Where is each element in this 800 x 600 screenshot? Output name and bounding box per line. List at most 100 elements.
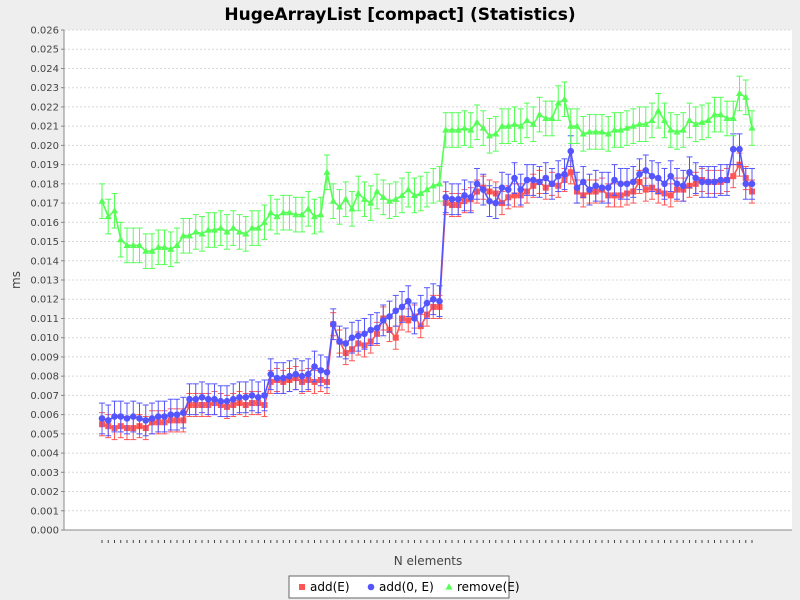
y-axis-label: ms xyxy=(9,271,23,289)
data-point xyxy=(273,374,281,382)
data-point xyxy=(567,169,574,176)
data-point xyxy=(748,124,756,131)
y-tick-label: 0.021 xyxy=(30,122,59,133)
data-point xyxy=(479,186,487,193)
data-point xyxy=(267,370,275,378)
data-point xyxy=(148,415,156,422)
data-point xyxy=(204,226,212,233)
data-point xyxy=(442,126,450,133)
data-point xyxy=(329,197,337,204)
data-point xyxy=(98,415,106,422)
data-point xyxy=(454,126,462,133)
data-point xyxy=(242,230,250,237)
data-point xyxy=(348,205,356,212)
y-tick-label: 0.022 xyxy=(30,102,59,113)
data-point xyxy=(730,173,737,180)
data-point xyxy=(636,120,643,127)
data-point xyxy=(405,317,412,324)
legend-marker xyxy=(367,583,375,591)
data-point xyxy=(579,130,587,137)
data-point xyxy=(136,415,143,422)
data-point xyxy=(486,197,493,205)
data-point xyxy=(461,192,468,199)
legend: add(E) add(0, E) remove(E) xyxy=(288,575,520,599)
y-axis: 0.000 0.001 0.002 0.003 0.004 0.005 0.006 0.007… xyxy=(30,26,64,537)
y-tick-label: 0.009 xyxy=(30,352,59,363)
y-tick-label: 0.011 xyxy=(30,314,59,325)
data-point xyxy=(179,409,187,416)
data-point xyxy=(254,224,262,231)
data-point xyxy=(248,392,256,399)
legend-item-remove-e: remove(E) xyxy=(445,580,520,594)
data-point xyxy=(104,212,112,220)
data-point xyxy=(661,116,668,123)
data-point xyxy=(173,241,181,248)
data-point xyxy=(204,395,212,403)
data-point xyxy=(298,210,306,218)
data-point xyxy=(186,231,193,239)
data-point xyxy=(167,411,175,418)
data-point xyxy=(248,224,256,231)
data-point xyxy=(529,120,537,127)
data-point xyxy=(361,330,368,338)
data-point xyxy=(717,110,725,118)
y-tick-label: 0.006 xyxy=(30,410,59,421)
data-point xyxy=(398,303,406,311)
data-point xyxy=(723,176,731,184)
data-point xyxy=(511,192,518,199)
y-tick-label: 0.019 xyxy=(30,160,59,171)
data-point xyxy=(229,395,237,403)
data-point xyxy=(629,122,637,129)
data-point xyxy=(211,226,218,233)
data-point xyxy=(423,185,431,193)
data-point xyxy=(336,338,343,345)
data-point xyxy=(317,367,325,374)
data-point xyxy=(342,195,350,202)
y-tick-label: 0.013 xyxy=(30,276,59,287)
data-point xyxy=(704,178,712,186)
data-point xyxy=(504,186,512,193)
data-point xyxy=(673,128,681,135)
data-point xyxy=(723,114,731,122)
data-point xyxy=(336,203,343,210)
y-tick-label: 0.003 xyxy=(30,468,59,479)
series-remove-e xyxy=(98,75,756,269)
legend-label: add(E) xyxy=(310,580,350,594)
data-point xyxy=(473,118,481,125)
data-point xyxy=(379,193,387,200)
data-point xyxy=(323,168,331,175)
data-point xyxy=(398,191,406,198)
data-point xyxy=(142,247,150,254)
data-point xyxy=(561,95,568,102)
legend-item-add-0-e: add(0, E) xyxy=(367,580,434,594)
data-point xyxy=(304,205,312,212)
data-point xyxy=(142,417,150,424)
data-point xyxy=(242,394,250,401)
data-point xyxy=(567,122,575,129)
data-point xyxy=(586,186,593,193)
y-tick-label: 0.008 xyxy=(30,372,59,383)
data-point xyxy=(186,395,193,403)
data-point xyxy=(667,192,674,199)
data-point xyxy=(554,172,562,180)
data-point xyxy=(129,413,137,420)
data-point xyxy=(161,243,168,250)
data-point xyxy=(261,218,268,225)
data-point xyxy=(392,195,400,202)
data-point xyxy=(117,413,125,420)
data-point xyxy=(598,128,606,135)
chart-title: HugeArrayList [compact] (Statistics) xyxy=(224,5,575,25)
legend-box xyxy=(288,575,510,599)
data-point xyxy=(636,170,643,178)
data-point xyxy=(492,199,500,207)
data-point xyxy=(698,118,706,125)
data-point xyxy=(386,197,393,204)
data-point xyxy=(604,184,612,191)
data-point xyxy=(536,110,543,118)
data-point xyxy=(104,417,112,424)
data-point xyxy=(523,116,531,123)
y-tick-label: 0.015 xyxy=(30,237,59,248)
data-point xyxy=(223,397,231,405)
data-point xyxy=(329,320,337,328)
